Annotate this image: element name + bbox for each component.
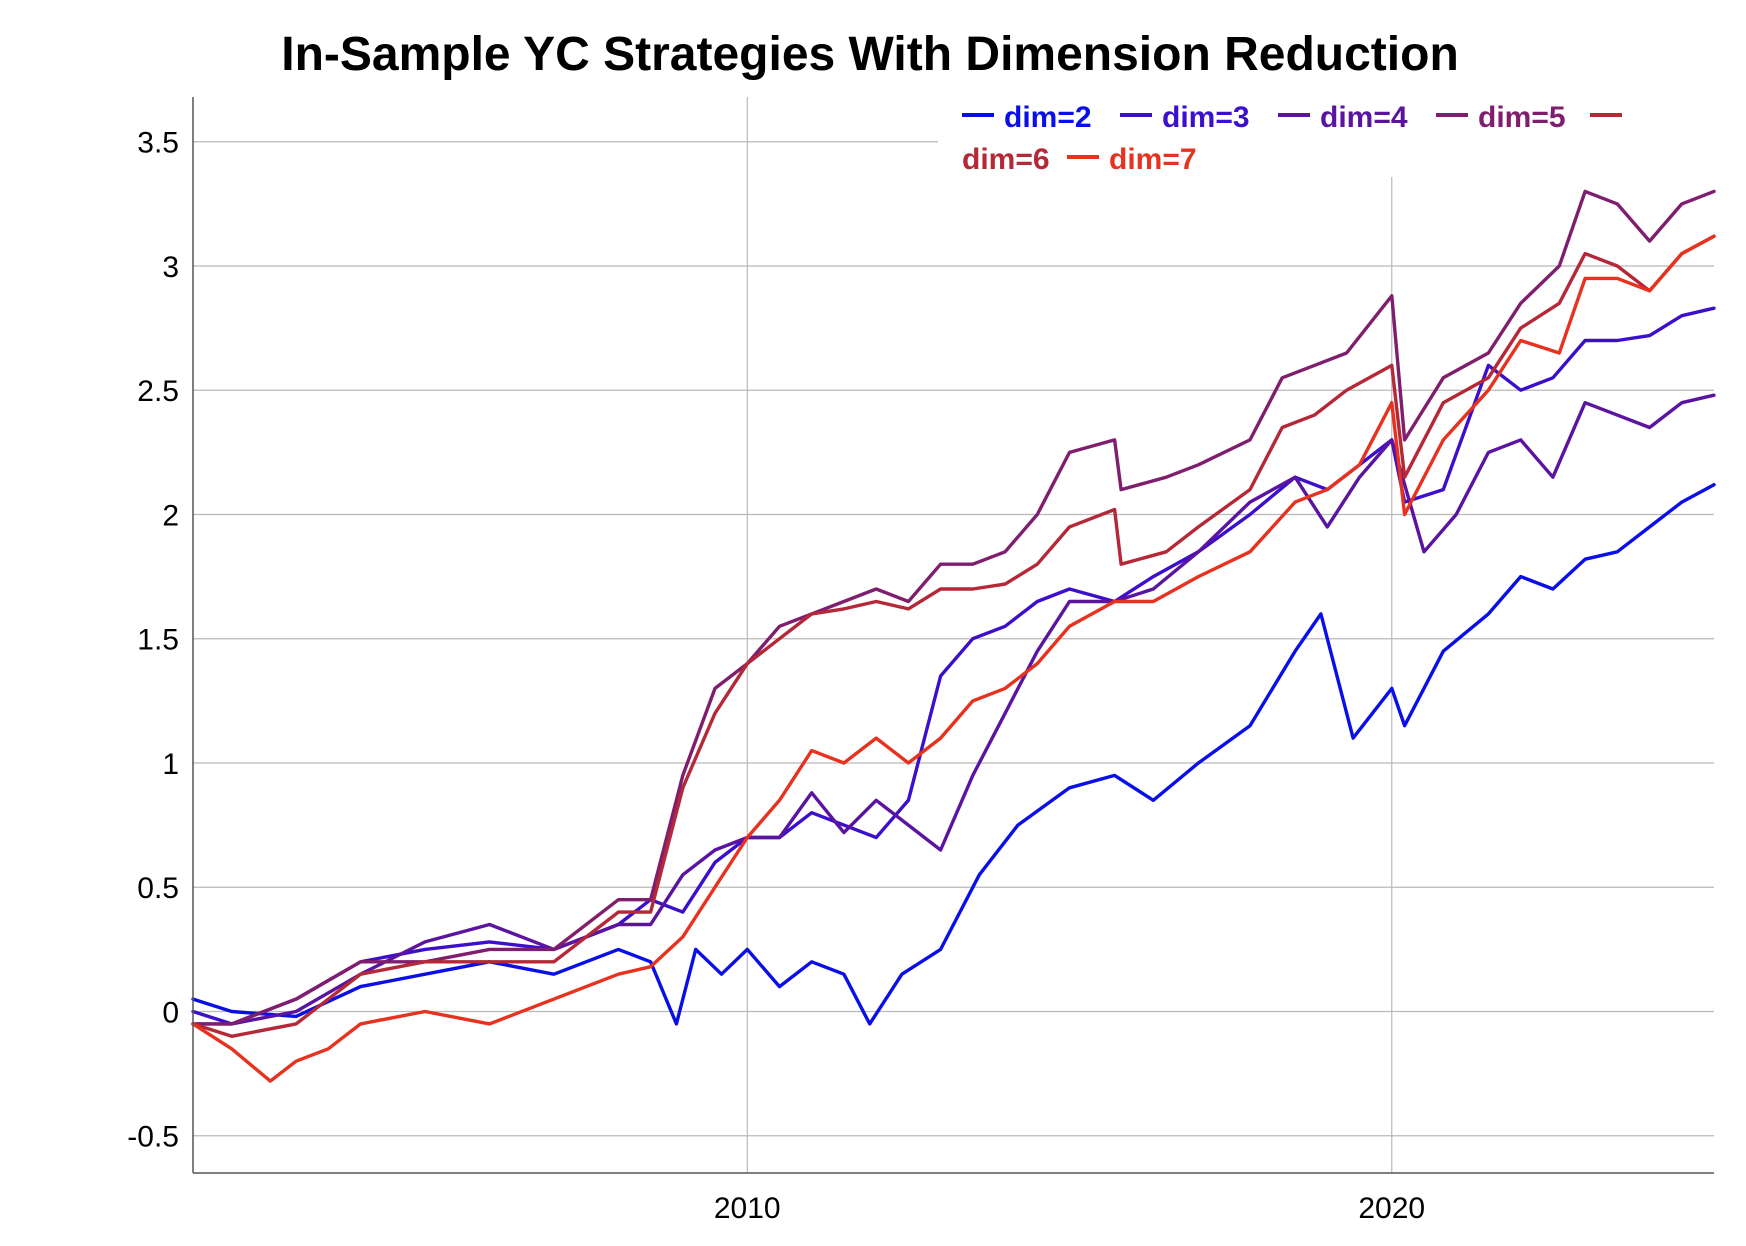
series-group	[191, 189, 1716, 1083]
y-tick-label: 1.5	[137, 624, 179, 657]
x-tick-label: 2010	[714, 1192, 781, 1225]
series-line-dim-5	[191, 189, 1716, 1026]
x-tick-label: 2020	[1358, 1192, 1425, 1225]
series-line-dim-4	[191, 393, 1716, 1026]
y-tick-label: 2.5	[137, 375, 179, 408]
series-line-dim-2	[191, 483, 1716, 1026]
legend: dim=2 dim=3 dim=4 dim=5 dim=6 dim=7	[938, 97, 1714, 177]
legend-label: dim=5	[1478, 101, 1566, 134]
y-tick-label: 3	[162, 251, 179, 284]
series-line-dim-7	[191, 234, 1716, 1083]
chart-title: In-Sample YC Strategies With Dimension R…	[281, 28, 1459, 81]
y-tick-label: -0.5	[127, 1121, 179, 1154]
legend-label: dim=2	[1004, 101, 1092, 134]
legend-label: dim=6	[962, 143, 1050, 176]
legend-label: dim=4	[1320, 101, 1408, 134]
legend-label: dim=3	[1162, 101, 1250, 134]
y-tick-label: 0	[162, 996, 179, 1029]
y-tick-label: 3.5	[137, 127, 179, 160]
series-line-dim-3	[191, 306, 1716, 1026]
y-tick-label: 2	[162, 499, 179, 532]
axes: -0.5 0 0.5 1 1.5 2 2.5 3 3.5 2010 2020	[127, 97, 1714, 1225]
legend-label: dim=7	[1109, 143, 1197, 176]
y-tick-label: 1	[162, 748, 179, 781]
series-line-dim-6	[191, 234, 1716, 1039]
legend-background	[938, 97, 1714, 177]
y-tick-label: 0.5	[137, 872, 179, 905]
